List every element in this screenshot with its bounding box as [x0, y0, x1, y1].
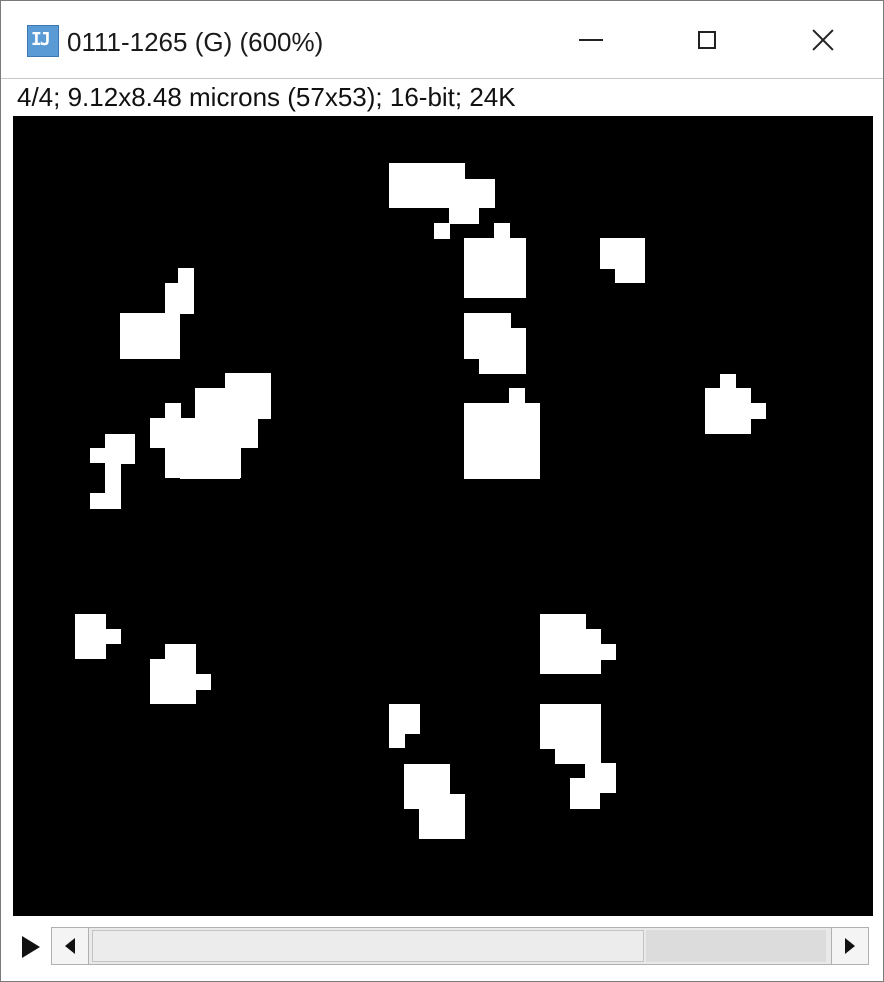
maximize-icon: [698, 31, 716, 49]
mask-region: [720, 374, 736, 390]
mask-region: [165, 403, 181, 419]
mask-region: [570, 778, 600, 809]
mask-region: [509, 388, 525, 404]
image-info: 4/4; 9.12x8.48 microns (57x53); 16-bit; …: [17, 82, 516, 112]
mask-region: [389, 733, 405, 748]
mask-region: [75, 614, 106, 659]
image-canvas[interactable]: [13, 116, 873, 916]
slice-scrollbar[interactable]: [51, 927, 869, 965]
window-title: 0111-1265 (G) (600%): [67, 27, 324, 57]
mask-region: [464, 403, 540, 479]
title-bar[interactable]: IJ 0111-1265 (G) (600%): [1, 1, 883, 79]
mask-region: [434, 223, 450, 239]
title-divider: [1, 78, 883, 79]
scroll-left-button[interactable]: [52, 928, 89, 964]
mask-region: [105, 629, 121, 644]
mask-region: [705, 388, 751, 434]
play-icon: [22, 936, 40, 958]
arrow-left-icon: [65, 938, 75, 954]
mask-region: [600, 644, 616, 660]
mask-region: [615, 268, 645, 283]
maximize-button[interactable]: [649, 1, 765, 79]
mask-region: [449, 208, 479, 224]
mask-region: [180, 463, 240, 479]
mask-region: [555, 629, 601, 674]
mask-region: [479, 328, 526, 374]
mask-region: [464, 238, 526, 298]
mask-region: [540, 704, 601, 749]
mask-region: [195, 674, 211, 690]
mask-region: [165, 283, 194, 313]
play-button[interactable]: [17, 933, 45, 961]
imagej-icon: IJ: [27, 25, 59, 57]
mask-region: [90, 448, 135, 463]
mask-region: [150, 418, 258, 448]
mask-region: [600, 238, 645, 269]
mask-region: [555, 748, 601, 764]
mask-region: [105, 463, 121, 493]
close-icon: [812, 29, 834, 51]
minimize-button[interactable]: [533, 1, 649, 79]
minimize-icon: [579, 39, 603, 41]
mask-region: [150, 659, 196, 704]
mask-region: [494, 223, 510, 239]
mask-region: [465, 179, 495, 208]
mask-region: [750, 403, 766, 419]
arrow-right-icon: [845, 938, 855, 954]
mask-region: [90, 493, 121, 509]
mask-region: [165, 644, 196, 660]
mask-region: [419, 794, 465, 839]
stack-controls: [1, 923, 883, 971]
mask-region: [389, 704, 420, 734]
scroll-thumb[interactable]: [92, 930, 644, 962]
scroll-right-button[interactable]: [831, 928, 868, 964]
mask-region: [120, 313, 180, 359]
mask-region: [389, 163, 465, 208]
close-button[interactable]: [765, 1, 881, 79]
scroll-track[interactable]: [646, 930, 826, 962]
